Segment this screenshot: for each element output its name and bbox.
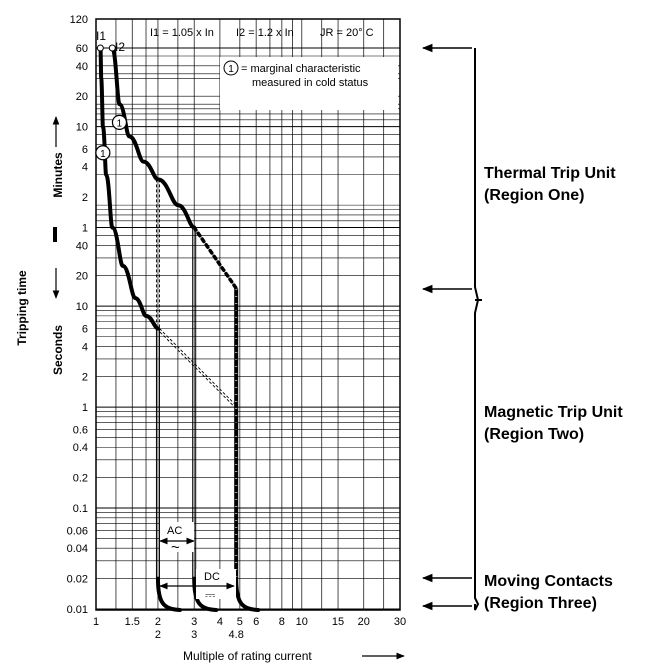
curve-label-i2: I2 xyxy=(115,40,125,54)
region-bracket xyxy=(421,43,482,611)
y-tick-label-seconds: 4 xyxy=(82,341,88,353)
y-tick-label-seconds: 1 xyxy=(82,402,88,414)
ac-symbol: ~ xyxy=(171,539,180,556)
dc-annotation: DC ⎓ xyxy=(159,569,236,602)
dashed-guide xyxy=(156,328,236,408)
minutes-seconds-divider xyxy=(53,227,57,242)
contact-tail xyxy=(234,576,261,612)
y-tick-label-minutes: 1 xyxy=(82,223,88,235)
legend-note: 1 = marginal characteristic measured in … xyxy=(220,57,398,110)
y-axis-label-minutes: Minutes xyxy=(51,152,65,198)
region-three-sub: (Region Three) xyxy=(484,595,597,612)
y-tick-label-seconds: 40 xyxy=(76,240,88,252)
y-tick-label-seconds: 2 xyxy=(82,372,88,384)
y-tick-label-minutes: 6 xyxy=(82,144,88,156)
y-tick-label-minutes: 2 xyxy=(82,192,88,204)
formula-jr: JR = 20° C xyxy=(320,27,374,39)
y-tick-label-seconds: 6 xyxy=(82,324,88,336)
annotation-layer: 11 xyxy=(95,114,239,408)
x-tick-label: 4 xyxy=(217,616,223,628)
y-tick-label-seconds: 0.4 xyxy=(73,442,88,454)
characteristic-marker xyxy=(111,114,128,130)
region-one-name: Thermal Trip Unit xyxy=(484,165,616,182)
y-tick-label-seconds: 0.02 xyxy=(67,574,88,586)
x-tick-label: 1.5 xyxy=(125,616,140,628)
y-tick-label-seconds: 0.04 xyxy=(67,543,88,555)
x-tick-label: 15 xyxy=(332,616,344,628)
ac-label: AC xyxy=(167,525,182,537)
y-tick-label-minutes: 10 xyxy=(76,122,88,134)
y-tick-label-minutes: 120 xyxy=(70,14,88,26)
dashed-guide xyxy=(159,328,239,408)
characteristic-marker-label: 1 xyxy=(117,118,123,129)
y-tick-label-seconds: 20 xyxy=(76,271,88,283)
region-two-sub: (Region Two) xyxy=(484,426,584,443)
y-tick-label-seconds: 10 xyxy=(76,301,88,313)
curve-label-i1: I1 xyxy=(96,29,106,43)
series-line-3 xyxy=(192,225,238,581)
region-one-sub: (Region One) xyxy=(484,187,584,204)
formula-i1: I1 = 1.05 x In xyxy=(150,27,214,39)
y-tick-label-minutes: 40 xyxy=(76,61,88,73)
x-tick-label: 10 xyxy=(296,616,308,628)
legend-note-line1: = marginal characteristic xyxy=(241,63,361,75)
y-tick-label-seconds: 0.6 xyxy=(73,424,88,436)
x-tick-label: 8 xyxy=(279,616,285,628)
region-three-name: Moving Contacts xyxy=(484,573,613,590)
ac-annotation: AC ~ xyxy=(159,522,195,556)
x-tick-label: 20 xyxy=(358,616,370,628)
dc-label: DC xyxy=(204,571,220,583)
axis-ticks: 1 1.5 2 3 4 5 6 8 10 15 20 302 3 4.812060402010642140… xyxy=(67,14,407,641)
series-line-2 xyxy=(110,46,197,230)
series-line-1 xyxy=(98,46,160,331)
x-tick-label: 3 xyxy=(191,616,197,628)
y-tick-label-seconds: 0.2 xyxy=(73,473,88,485)
characteristic-marker xyxy=(95,145,111,161)
x-tick-label: 1 xyxy=(93,616,99,628)
legend-marker-circle xyxy=(223,60,239,76)
y-axis-label-tripping-time: Tripping time xyxy=(15,270,29,346)
x-tick-label: 2 xyxy=(155,616,161,628)
x-tick-label-secondary: 3 xyxy=(191,629,197,641)
y-tick-label-seconds: 0.06 xyxy=(67,525,88,537)
x-tick-label-secondary: 4.8 xyxy=(229,629,244,641)
series-layer xyxy=(96,44,261,612)
y-tick-label-minutes: 20 xyxy=(76,91,88,103)
x-axis-label: Multiple of rating current xyxy=(183,649,312,663)
dc-symbol: ⎓ xyxy=(205,587,215,602)
y-tick-label-seconds: 0.1 xyxy=(73,503,88,515)
x-tick-label: 5 xyxy=(237,616,243,628)
curve-start-marker-i1 xyxy=(96,44,104,52)
legend-marker-number: 1 xyxy=(228,64,234,75)
y-tick-label-minutes: 4 xyxy=(82,162,88,174)
formula-i2: I2 = 1.2 x In xyxy=(236,27,294,39)
y-tick-label-seconds: 0.01 xyxy=(67,604,88,616)
x-tick-label: 6 xyxy=(253,616,259,628)
contact-tail xyxy=(155,576,182,612)
x-tick-label: 30 xyxy=(394,616,406,628)
x-tick-label-secondary: 2 xyxy=(155,629,161,641)
curve-start-marker-i2 xyxy=(108,44,116,52)
characteristic-marker-label: 1 xyxy=(100,149,106,160)
y-axis-label-seconds: Seconds xyxy=(51,325,65,375)
region-two-name: Magnetic Trip Unit xyxy=(484,404,623,421)
grid-lines xyxy=(96,19,400,610)
legend-note-line2: measured in cold status xyxy=(252,77,369,89)
y-tick-label-minutes: 60 xyxy=(76,43,88,55)
